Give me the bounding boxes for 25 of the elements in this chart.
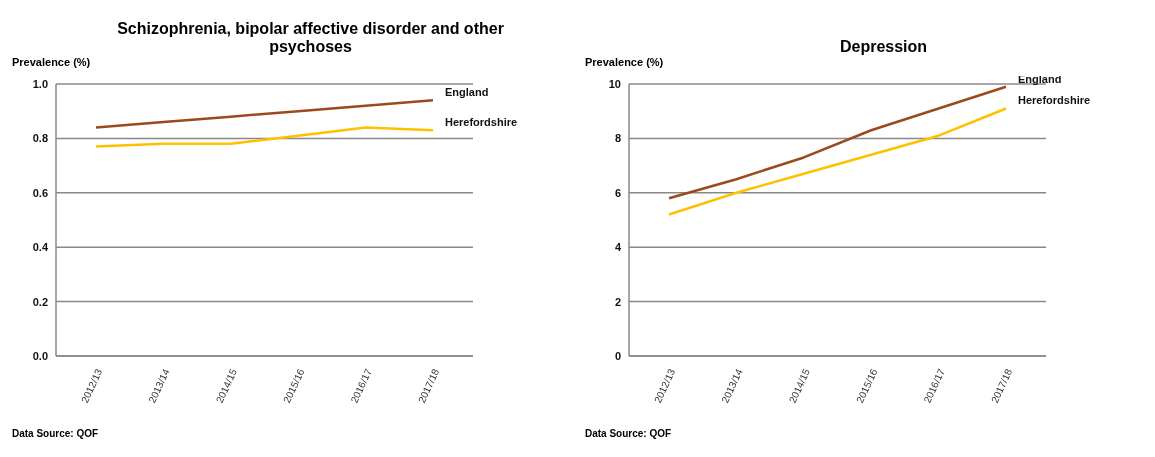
source-note: Data Source: QOF bbox=[11, 428, 100, 439]
series-label: Herefordshire bbox=[445, 116, 518, 129]
series-label: England bbox=[445, 86, 489, 99]
y-tick-label: 0.8 bbox=[32, 132, 48, 145]
y-tick-label: 0.6 bbox=[32, 186, 48, 199]
line-series bbox=[667, 85, 1008, 200]
y-tick-label: 0 bbox=[614, 349, 621, 362]
series-label: Herefordshire bbox=[1018, 94, 1091, 107]
y-tick-label: 0.4 bbox=[32, 241, 49, 254]
y-axis-title: Prevalence (%) bbox=[11, 56, 92, 70]
y-axis-title: Prevalence (%) bbox=[585, 56, 664, 68]
y-tick-label: 1.0 bbox=[32, 77, 48, 90]
chart-title: Schizophrenia, bipolar affective disorder and other psychoses bbox=[116, 19, 505, 56]
chart-title: Depression bbox=[838, 37, 929, 56]
y-tick-label: 6 bbox=[614, 186, 621, 199]
y-tick-label: 0.0 bbox=[32, 349, 48, 362]
source-note: Data Source: QOF bbox=[584, 428, 673, 439]
y-tick-label: 8 bbox=[614, 132, 621, 145]
line-series bbox=[94, 126, 435, 148]
y-tick-label: 0.2 bbox=[32, 295, 48, 308]
y-tick-label: 10 bbox=[608, 77, 621, 90]
line-series bbox=[94, 99, 435, 129]
y-tick-label: 4 bbox=[614, 241, 622, 254]
y-tick-label: 2 bbox=[614, 295, 621, 308]
line-series bbox=[667, 107, 1008, 216]
